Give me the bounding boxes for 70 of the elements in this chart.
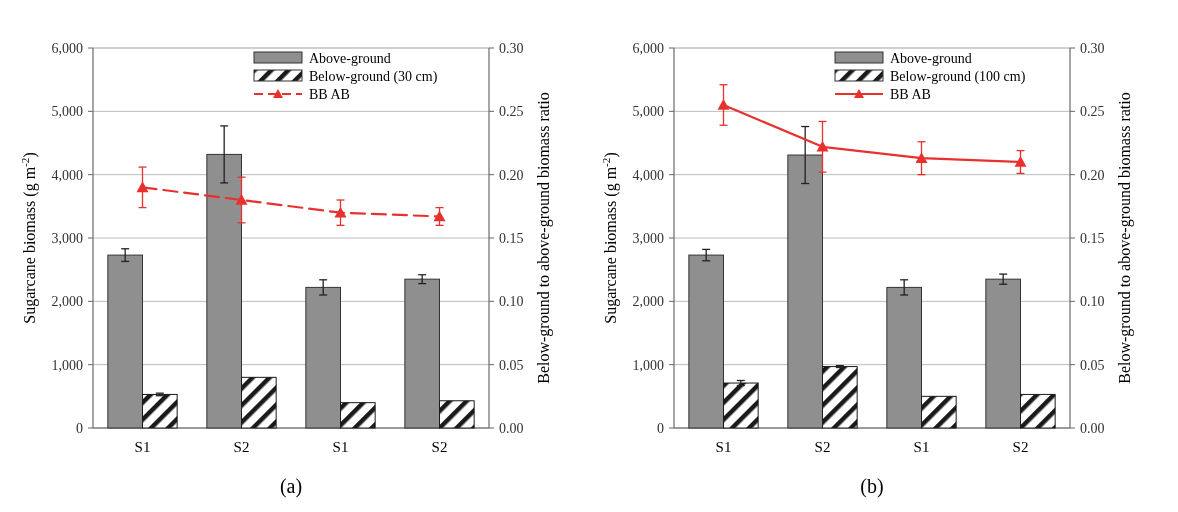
legend-label: Below-ground (30 cm) [309, 69, 438, 85]
y2-tick-label: 0.30 [1080, 40, 1105, 56]
point [433, 210, 446, 222]
bar [439, 400, 475, 429]
bar [688, 254, 724, 429]
x-tick-label: S2 [814, 439, 831, 455]
text: (b) [860, 475, 884, 498]
bar [886, 286, 922, 429]
y2-axis-title: Below-ground to above-ground biomass ratio [535, 92, 553, 384]
y2-tick-label: 0.00 [1080, 420, 1105, 436]
bar [305, 286, 341, 429]
x-tick-label: S2 [1012, 439, 1029, 455]
x-tick-label: S2 [431, 439, 448, 455]
y-tick-label: 5,000 [51, 104, 83, 120]
bar [404, 278, 440, 429]
y-tick-label: 3,000 [632, 230, 664, 246]
bar [787, 154, 823, 429]
y-tick-label: 1,000 [632, 357, 664, 373]
point [136, 181, 149, 193]
x-tick-label: S2 [233, 439, 250, 455]
y2-tick-label: 0.30 [499, 40, 524, 56]
point [717, 99, 730, 110]
x-tick-label: S1 [134, 439, 151, 455]
bar [822, 366, 858, 429]
text: (a) [279, 475, 303, 498]
x-tick-label: S1 [913, 439, 930, 455]
legend-label: BB AB [309, 87, 350, 102]
y-tick-label: 5,000 [632, 104, 664, 120]
bar [1020, 393, 1056, 429]
y-tick-label: 2,000 [632, 294, 664, 310]
point [1014, 156, 1027, 167]
point [915, 152, 928, 163]
y2-tick-label: 0.20 [1080, 167, 1105, 183]
bar [985, 278, 1021, 429]
point [816, 140, 829, 152]
y2-tick-label: 0.00 [499, 420, 524, 436]
bar [723, 382, 759, 429]
y-tick-label: 2,000 [51, 294, 83, 310]
y2-tick-label: 0.10 [499, 294, 524, 310]
x-tick-label: S1 [715, 439, 732, 455]
y-tick-label: 6,000 [632, 40, 664, 56]
y2-tick-label: 0.10 [1080, 294, 1105, 310]
x-tick-label: S1 [332, 439, 349, 455]
point [235, 194, 248, 205]
y2-tick-label: 0.05 [499, 357, 524, 373]
y-tick-label: 0 [657, 420, 664, 436]
y2-tick-label: 0.25 [499, 104, 524, 120]
legend-label: Above-ground [890, 51, 972, 66]
y2-tick-label: 0.15 [499, 230, 524, 246]
y2-tick-label: 0.15 [1080, 230, 1105, 246]
y2-tick-label: 0.05 [1080, 357, 1105, 373]
point [334, 206, 347, 218]
y-tick-label: 6,000 [51, 40, 83, 56]
y-tick-label: 0 [76, 420, 83, 436]
bar [107, 254, 143, 429]
y-tick-label: 4,000 [51, 167, 83, 183]
legend-label: BB AB [890, 87, 931, 102]
y2-tick-label: 0.25 [1080, 104, 1105, 120]
y-tick-label: 1,000 [51, 357, 83, 373]
y-tick-label: 3,000 [51, 230, 83, 246]
y-tick-label: 4,000 [632, 167, 664, 183]
y2-axis-title: Below-ground to above-ground biomass ratio [1116, 92, 1134, 384]
legend-label: Above-ground [309, 51, 391, 66]
y2-tick-label: 0.20 [499, 167, 524, 183]
bar [142, 393, 178, 429]
bar [340, 402, 376, 429]
bar [206, 153, 242, 429]
legend-label: Below-ground (100 cm) [890, 69, 1026, 85]
bar [241, 376, 277, 429]
bar [921, 395, 957, 429]
